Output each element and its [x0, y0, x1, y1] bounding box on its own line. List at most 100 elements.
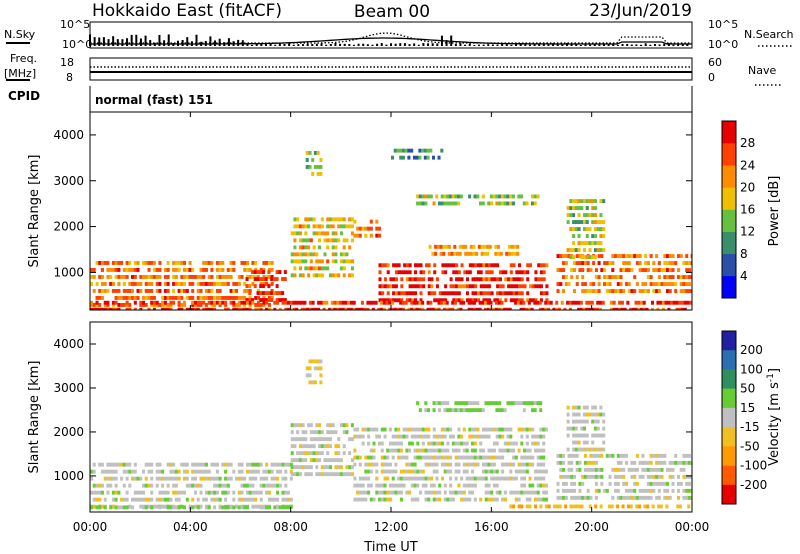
heatmap-cell [293, 465, 297, 470]
heatmap-cell [619, 289, 623, 293]
heatmap-cell [267, 505, 271, 510]
heatmap-cell [218, 497, 222, 502]
heatmap-cell [528, 504, 532, 509]
heatmap-cell [199, 303, 203, 307]
heatmap-cell [520, 462, 524, 467]
heatmap-cell [322, 307, 326, 310]
heatmap-cell [603, 275, 607, 279]
heatmap-cell [183, 490, 187, 495]
heatmap-cell [641, 467, 645, 472]
heatmap-cell [583, 433, 587, 438]
heatmap-cell [253, 270, 257, 274]
heatmap-cell [612, 307, 616, 310]
heatmap-cell [657, 495, 661, 500]
heatmap-cell [120, 505, 124, 510]
heatmap-cell [400, 291, 404, 296]
heatmap-cell [109, 275, 113, 279]
heatmap-cell [580, 504, 584, 509]
heatmap-cell [290, 231, 294, 236]
heatmap-cell [98, 462, 102, 467]
heatmap-cell [655, 474, 659, 479]
heatmap-cell [671, 254, 675, 258]
velocity-colorbar-frame [721, 330, 737, 505]
heatmap-cell [207, 476, 211, 481]
heatmap-cell [229, 289, 233, 293]
heatmap-cell [95, 300, 99, 305]
heatmap-cell [646, 467, 650, 472]
heatmap-cell [478, 300, 482, 305]
heatmap-cell [629, 504, 633, 509]
heatmap-cell [677, 481, 681, 486]
heatmap-cell [204, 261, 208, 265]
heatmap-cell [583, 220, 587, 224]
heatmap-cell [284, 505, 288, 510]
heatmap-cell [520, 434, 524, 439]
heatmap-cell [399, 148, 403, 153]
heatmap-cell [660, 453, 664, 458]
heatmap-cell [490, 263, 494, 268]
heatmap-cell [419, 291, 423, 296]
heatmap-cell [342, 252, 346, 257]
heatmap-cell [194, 490, 198, 495]
heatmap-cell [517, 497, 521, 502]
heatmap-cell [599, 300, 603, 305]
heatmap-cell [131, 476, 135, 481]
heatmap-cell [498, 284, 502, 289]
heatmap-cell [125, 261, 129, 265]
heatmap-cell [183, 476, 187, 481]
heatmap-cell [570, 453, 574, 458]
power-heatmap-cells [90, 148, 692, 310]
heatmap-cell [597, 289, 601, 293]
heatmap-cell [484, 307, 488, 310]
heatmap-cell [391, 455, 395, 460]
heatmap-cell [474, 263, 478, 268]
heatmap-cell [318, 458, 322, 463]
heatmap-cell [388, 307, 392, 310]
heatmap-cell [163, 289, 167, 293]
heatmap-cell [312, 273, 316, 278]
heatmap-cell [125, 490, 129, 495]
heatmap-cell [133, 469, 137, 474]
heatmap-cell [451, 490, 455, 495]
heatmap-cell [256, 307, 260, 310]
heatmap-cell [434, 307, 438, 310]
heatmap-cell [630, 467, 634, 472]
heatmap-cell [583, 419, 587, 424]
heatmap-cell [490, 497, 494, 502]
heatmap-cell [177, 307, 181, 310]
heatmap-cell [462, 469, 466, 474]
heatmap-cell [473, 401, 477, 406]
heatmap-cell [572, 241, 576, 245]
heatmap-cell [301, 224, 305, 229]
heatmap-cell [293, 458, 297, 463]
heatmap-cell [457, 291, 461, 296]
heatmap-cell [599, 248, 603, 252]
heatmap-cell [538, 300, 542, 305]
heatmap-cell [237, 490, 241, 495]
heatmap-cell [509, 263, 513, 268]
heatmap-cell [316, 366, 320, 371]
heatmap-cell [237, 303, 241, 307]
heatmap-cell [572, 433, 576, 438]
heatmap-cell [367, 469, 371, 474]
heatmap-cell [625, 495, 629, 500]
heatmap-cell [404, 148, 408, 153]
heatmap-cell [262, 296, 266, 300]
heatmap-cell [476, 401, 480, 406]
heatmap-cell [446, 408, 450, 413]
heatmap-cell [649, 474, 653, 479]
heatmap-cell [668, 289, 672, 293]
heatmap-cell [596, 248, 600, 252]
heatmap-cell [174, 261, 178, 265]
heatmap-cell [158, 303, 162, 307]
heatmap-cell [392, 277, 396, 282]
heatmap-cell [592, 467, 596, 472]
heatmap-cell [460, 490, 464, 495]
heatmap-cell [262, 282, 266, 286]
heatmap-cell [273, 462, 277, 467]
heatmap-cell [591, 433, 595, 438]
heatmap-cell [144, 303, 148, 307]
heatmap-cell [573, 289, 577, 293]
heatmap-cell [394, 483, 398, 488]
